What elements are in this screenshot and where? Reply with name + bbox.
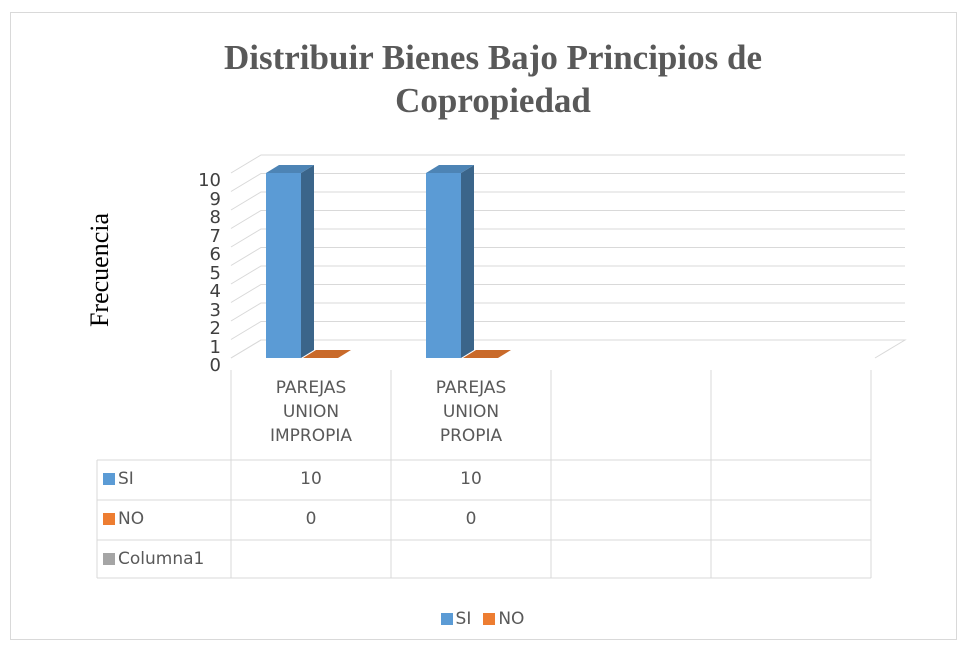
grid-line	[230, 154, 905, 174]
swatch	[103, 513, 115, 525]
grid-line	[230, 228, 905, 248]
chart-border	[10, 12, 957, 640]
legend-label: SI	[455, 609, 472, 629]
y-tick-label: 9	[209, 188, 221, 210]
series-name: NO	[118, 509, 145, 529]
bar-side	[301, 165, 314, 358]
grid-line	[230, 265, 905, 285]
chart-title: Distribuir Bienes Bajo Principios de Cop…	[224, 38, 762, 120]
floor	[230, 339, 907, 359]
y-tick-label: 8	[209, 207, 221, 228]
bar	[266, 173, 301, 358]
bar-top	[426, 165, 474, 173]
series-name: SI	[118, 469, 134, 489]
legend-item: SI	[440, 609, 472, 629]
grid-line	[230, 321, 905, 340]
bar	[303, 350, 351, 358]
table-series: NO	[103, 507, 144, 531]
y-tick-label: 4	[209, 281, 221, 302]
table-series: SI	[103, 467, 134, 491]
bar-side	[461, 165, 474, 358]
x-tick-label: PAREJAS UNION IMPROPIA	[269, 378, 353, 446]
legend-swatch	[483, 613, 496, 625]
grid-line	[230, 210, 905, 229]
y-tick-label: 6	[209, 244, 221, 265]
grid-line	[230, 302, 905, 322]
table-series: Columna1	[103, 547, 204, 571]
table-value: 10	[300, 469, 322, 489]
bar	[463, 350, 511, 358]
bar	[426, 173, 461, 358]
grid-line	[230, 284, 905, 303]
y-axis-label: Frecuencia	[85, 212, 114, 328]
legend-item: NO	[483, 609, 524, 629]
grid-line	[230, 191, 905, 211]
table-value: 10	[460, 469, 482, 489]
y-tick-label: 3	[209, 299, 221, 321]
bar-top	[266, 165, 314, 173]
y-tick-label: 10	[198, 170, 221, 191]
y-tick-label: 5	[209, 262, 221, 284]
y-tick-label: 1	[209, 336, 221, 358]
swatch	[103, 473, 115, 485]
x-tick-label: PAREJAS UNION PROPIA	[435, 378, 507, 446]
series-name: Columna1	[118, 549, 205, 569]
table-value: 0	[465, 509, 477, 529]
y-tick-label: 2	[209, 318, 221, 339]
legend: SI NO	[0, 607, 965, 631]
y-tick-label: 0	[209, 355, 221, 376]
legend-label: NO	[498, 609, 525, 629]
table-value: 0	[305, 509, 317, 529]
y-tick-label: 7	[209, 225, 221, 247]
grid-line	[230, 173, 905, 192]
legend-swatch	[440, 613, 453, 625]
swatch	[103, 553, 115, 565]
grid-line	[230, 247, 905, 266]
